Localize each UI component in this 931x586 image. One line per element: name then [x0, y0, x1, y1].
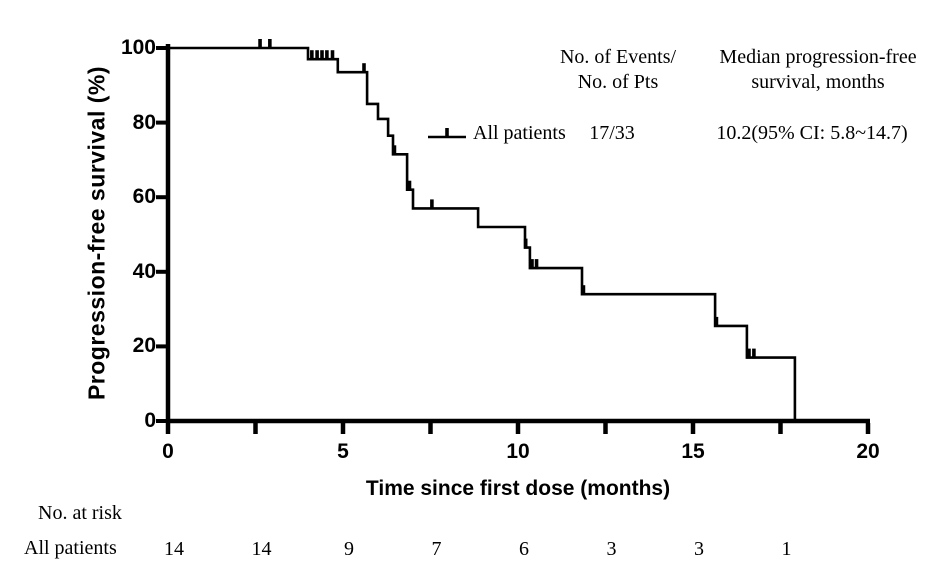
- risk-table-row-label: All patients: [24, 537, 117, 559]
- risk-count-month-12.5: 3: [606, 538, 617, 560]
- risk-count-month-5: 9: [344, 538, 354, 560]
- y-tick-label-80: 80: [132, 110, 156, 134]
- risk-count-month-17.5: 1: [781, 538, 792, 560]
- legend-events-header-line1: No. of Events/: [559, 46, 677, 68]
- y-tick-label-60: 60: [132, 185, 156, 209]
- y-tick-label-100: 100: [120, 36, 156, 59]
- x-tick-label-0: 0: [162, 440, 174, 463]
- legend-median-header: Median progression-free survival, months: [719, 45, 916, 95]
- y-tick-label-40: 40: [132, 259, 156, 283]
- risk-table-title: No. at risk: [38, 502, 122, 524]
- x-axis-title: Time since first dose (months): [365, 477, 671, 500]
- legend-events-value: 17/33: [589, 122, 635, 144]
- y-tick-label-20: 20: [132, 334, 156, 358]
- risk-count-month-2.5: 14: [251, 538, 272, 560]
- x-tick-label-15: 15: [681, 440, 705, 463]
- legend-median-header-line2: survival, months: [751, 71, 885, 93]
- legend-events-header-line2: No. of Pts: [577, 71, 659, 93]
- risk-count-month-0: 14: [164, 538, 184, 560]
- x-tick-label-5: 5: [337, 440, 349, 463]
- risk-count-month-15: 3: [694, 538, 704, 560]
- x-tick-label-20: 20: [856, 440, 880, 463]
- legend-events-header: No. of Events/ No. of Pts: [560, 45, 676, 95]
- risk-count-month-7.5: 7: [431, 538, 442, 560]
- legend-median-header-line1: Median progression-free: [719, 46, 917, 68]
- y-tick-label-0: 0: [144, 409, 156, 432]
- risk-count-month-10: 6: [519, 538, 529, 560]
- legend-series-label: All patients: [473, 122, 566, 144]
- legend-median-value: 10.2(95% CI: 5.8~14.7): [716, 122, 908, 144]
- x-tick-label-10: 10: [506, 440, 530, 463]
